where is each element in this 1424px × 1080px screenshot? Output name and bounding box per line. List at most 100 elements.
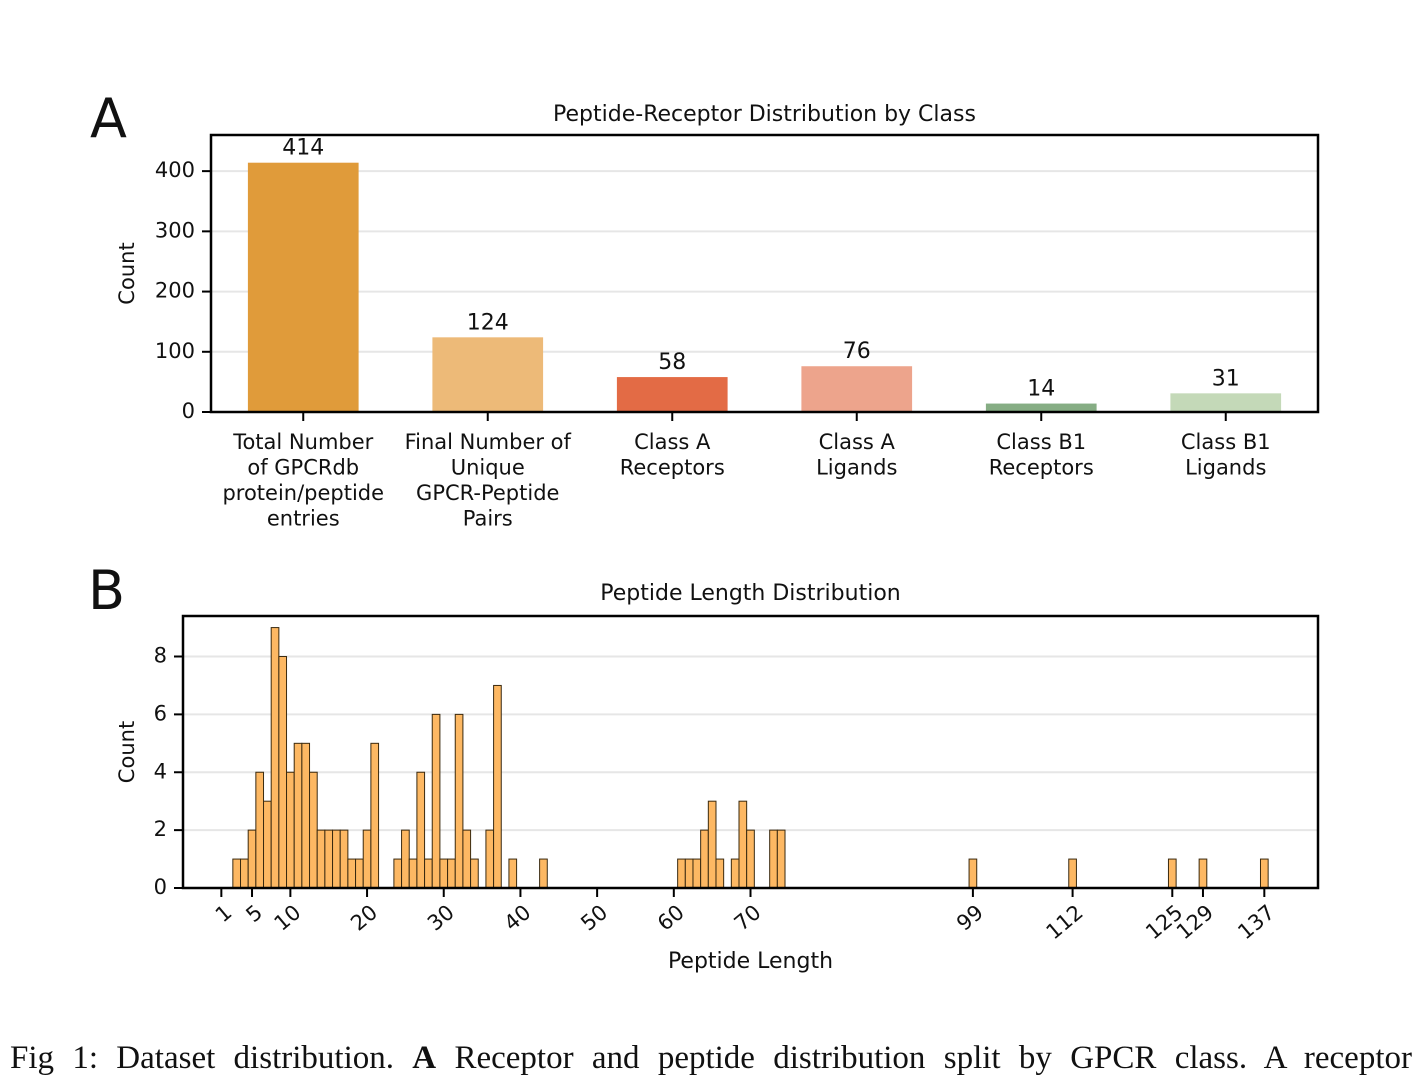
x-tick-label: Total Number of GPCRdb protein/peptide entr…	[222, 430, 384, 531]
histogram-bar	[968, 858, 978, 889]
value-label: 76	[843, 339, 871, 364]
x-tick-label: 20	[346, 900, 382, 936]
histogram-bar	[270, 627, 280, 889]
histogram-bar	[316, 829, 326, 889]
y-tick-label: 0	[182, 399, 195, 423]
bar	[985, 403, 1097, 412]
x-tick-label: 1	[211, 900, 237, 927]
histogram-bar	[485, 829, 495, 889]
histogram-bar	[431, 713, 441, 889]
histogram-bar	[416, 771, 426, 889]
histogram-bar	[355, 858, 364, 889]
axes-frame	[181, 614, 1320, 890]
value-label: 58	[658, 350, 686, 375]
x-tick-label: 50	[576, 900, 612, 936]
histogram-bar	[447, 858, 456, 889]
histogram-bar	[232, 858, 242, 889]
x-tick-label: 30	[423, 900, 459, 936]
bar	[247, 162, 359, 412]
chart-title: Peptide-Receptor Distribution by Class	[553, 102, 976, 127]
x-tick-label: 60	[653, 900, 689, 936]
value-label: 31	[1212, 366, 1240, 391]
histogram-bar	[339, 829, 349, 889]
histogram-bar	[362, 829, 372, 889]
y-tick-label: 4	[154, 759, 167, 783]
histogram-bar	[1198, 858, 1208, 889]
y-tick-label: 400	[155, 158, 195, 182]
caption-bold: A	[412, 1040, 437, 1076]
histogram-bar	[401, 829, 410, 889]
figure: A Peptide-Receptor Distribution by Class C…	[88, 87, 1320, 974]
histogram-bar	[738, 800, 748, 889]
histogram-bar	[439, 858, 449, 889]
bar	[432, 337, 544, 412]
chart-title: Peptide Length Distribution	[600, 581, 900, 606]
histogram-bar	[746, 829, 755, 889]
histogram-bar	[715, 858, 725, 889]
histogram-bar	[278, 656, 288, 889]
histogram-bar	[301, 742, 311, 889]
histogram-bar	[470, 858, 479, 889]
histogram-bar	[769, 829, 778, 889]
histogram-bar	[324, 829, 334, 889]
histogram-bar	[508, 858, 518, 889]
x-tick-label: 40	[500, 900, 536, 936]
histogram-bar	[424, 858, 433, 889]
y-tick-label: 8	[154, 644, 167, 668]
x-tick-label: Class A Ligands	[816, 430, 897, 480]
histogram-bar	[1068, 858, 1077, 889]
y-tick-label: 200	[155, 279, 195, 303]
bar	[801, 366, 913, 412]
y-axis-label: Count	[115, 721, 139, 783]
histogram-bar	[700, 829, 709, 889]
bar	[616, 377, 728, 412]
x-tick-label: Final Number of Unique GPCR-Peptide Pairs	[405, 430, 572, 531]
histogram-bar	[286, 771, 295, 889]
histogram-bar	[332, 829, 341, 889]
caption-text: Fig 1: Dataset distribution.	[10, 1040, 413, 1076]
caption: Fig 1: Dataset distribution. A Receptor …	[10, 1036, 1412, 1080]
histogram-bar	[255, 771, 265, 889]
x-tick-label: 99	[952, 900, 988, 936]
bar	[1170, 393, 1282, 412]
caption-text: Receptor and peptide distribution split …	[436, 1040, 1412, 1076]
x-tick-label: Class A Receptors	[620, 430, 725, 480]
value-label: 414	[282, 136, 324, 161]
value-label: 14	[1027, 377, 1055, 402]
histogram-bar	[539, 858, 548, 889]
histogram-bar	[240, 858, 249, 889]
panel-label: B	[88, 559, 125, 622]
histogram-bar	[776, 829, 786, 889]
histogram-bar	[1167, 858, 1177, 889]
histogram-bar	[309, 771, 318, 889]
histogram-bar	[408, 858, 418, 889]
histogram-bar	[684, 858, 694, 889]
y-axis-label: Count	[115, 242, 139, 304]
histogram-bar	[370, 742, 380, 889]
histogram-bar	[707, 800, 717, 889]
y-tick-label: 100	[155, 339, 195, 363]
histogram-bar	[263, 800, 272, 889]
x-tick-label: 70	[730, 900, 766, 936]
histogram-bar	[247, 829, 257, 889]
histogram-bar	[692, 858, 702, 889]
x-tick-label: Class B1 Receptors	[989, 430, 1094, 480]
y-tick-label: 300	[155, 218, 195, 242]
x-tick-label: 112	[1042, 900, 1088, 944]
histogram-bar	[1259, 858, 1269, 889]
x-axis-label: Peptide Length	[668, 949, 833, 974]
value-label: 124	[467, 310, 509, 335]
histogram-bar	[462, 829, 472, 889]
x-tick-label: 137	[1233, 900, 1279, 944]
x-tick-label: 129	[1172, 900, 1218, 944]
y-tick-label: 2	[154, 817, 167, 841]
y-tick-label: 0	[154, 875, 167, 899]
histogram-bar	[293, 742, 303, 889]
histogram-bar	[493, 684, 502, 889]
histogram-bar	[393, 858, 403, 889]
x-tick-label: Class B1 Ligands	[1181, 430, 1271, 480]
histogram-bar	[454, 713, 464, 889]
x-tick-label: 5	[241, 900, 267, 927]
y-tick-label: 6	[154, 701, 167, 725]
